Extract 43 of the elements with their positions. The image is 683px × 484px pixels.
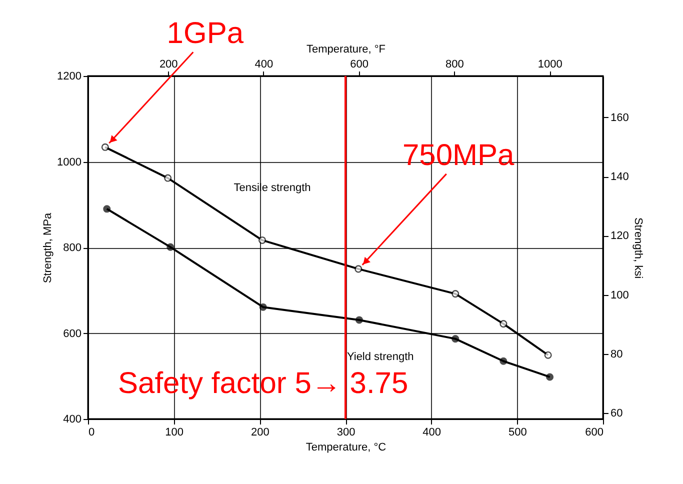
y2-tick-label: 100	[610, 289, 629, 302]
x-tick-label: 200	[250, 426, 270, 438]
point	[103, 205, 111, 213]
y-axis-title: Strength, MPa	[42, 212, 54, 284]
point	[355, 316, 363, 324]
x2-tick-label: 600	[350, 58, 369, 70]
y-tick-label: 1200	[57, 70, 82, 82]
point	[354, 265, 362, 273]
x-tick-label: 0	[88, 426, 95, 438]
y-tick-label: 600	[63, 328, 82, 340]
point	[452, 290, 460, 298]
point	[546, 373, 554, 381]
x-tick-label: 500	[508, 426, 527, 438]
x2-tick-label: 1000	[538, 58, 562, 70]
x-tick-label: 600	[585, 426, 604, 438]
point	[164, 174, 172, 182]
x2-axis-title: Temperature, °F	[306, 44, 386, 56]
x2-tick-label: 400	[254, 58, 274, 70]
x-tick-label: 100	[165, 426, 184, 438]
y-tick-label: 800	[63, 242, 82, 254]
x-tick-label: 400	[422, 426, 442, 438]
y2-tick-label: 160	[610, 112, 629, 124]
x-axis-title: Temperature, °C	[306, 442, 386, 454]
x-tick-label: 300	[336, 426, 356, 438]
series-label: Yield strength	[346, 350, 414, 363]
point	[101, 143, 109, 151]
point	[500, 357, 508, 365]
y-tick-label: 400	[63, 414, 82, 426]
point	[544, 351, 552, 359]
y2-tick-label: 60	[610, 408, 623, 420]
point	[452, 335, 460, 343]
y2-axis-title: Strength, ksi	[632, 217, 644, 279]
y2-tick-label: 80	[610, 348, 623, 360]
point	[166, 243, 174, 251]
annotation: 1GPa	[166, 17, 244, 50]
point	[259, 303, 267, 311]
point	[500, 320, 508, 328]
x2-tick-label: 200	[159, 58, 178, 70]
y2-tick-label: 120	[610, 230, 629, 242]
y-tick-label: 1000	[57, 156, 82, 168]
point	[258, 236, 266, 244]
y2-tick-label: 140	[610, 171, 629, 184]
x2-tick-label: 800	[446, 58, 464, 70]
